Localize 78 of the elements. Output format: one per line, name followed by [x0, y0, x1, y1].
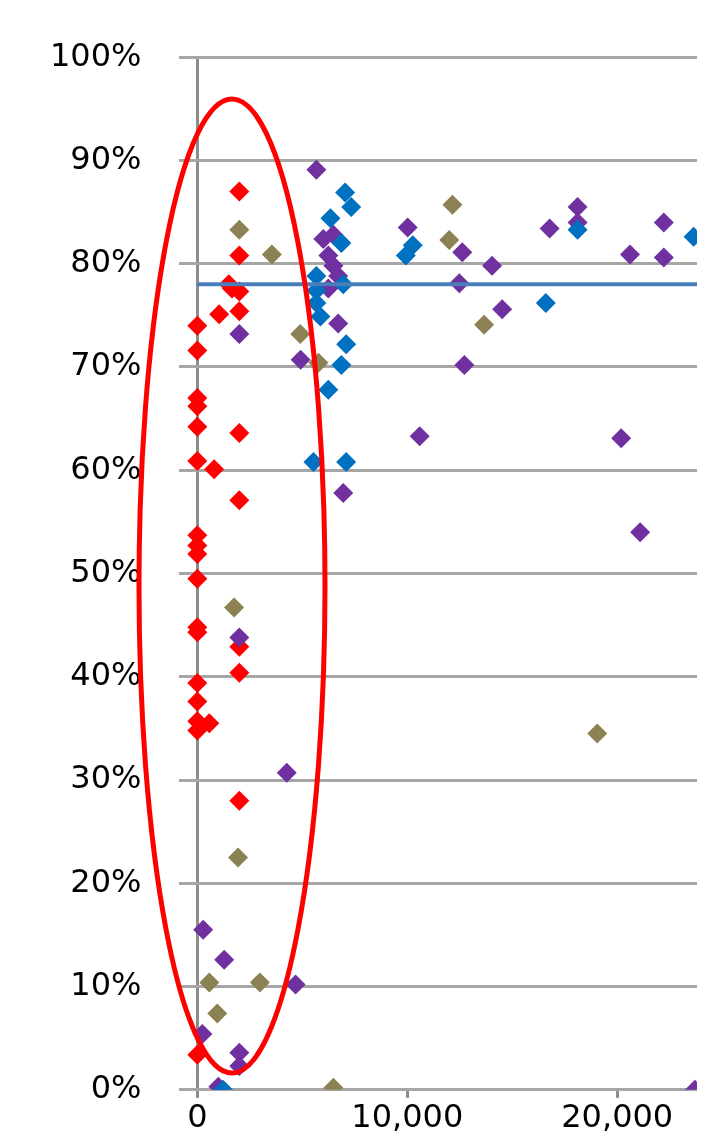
point [199, 713, 220, 734]
point [229, 219, 250, 240]
point [187, 691, 208, 712]
point [439, 229, 460, 250]
point [276, 762, 297, 783]
point [187, 568, 208, 589]
x-tick-label: 10,000 [351, 1097, 464, 1136]
point [336, 451, 357, 472]
point [452, 242, 473, 263]
point [193, 919, 214, 940]
point [229, 181, 250, 202]
point [535, 292, 556, 313]
y-tick-label: 90% [70, 138, 142, 177]
point [442, 194, 463, 215]
point [229, 490, 250, 511]
point [310, 306, 331, 327]
point [611, 428, 632, 449]
y-tick-label: 70% [70, 345, 142, 384]
point [187, 450, 208, 471]
y-tick-label: 50% [70, 551, 142, 590]
point [229, 301, 250, 322]
point [333, 482, 354, 503]
point [199, 972, 220, 993]
point [187, 1044, 208, 1065]
x-tick-label: 0 [187, 1097, 208, 1136]
point [249, 972, 270, 993]
point [331, 354, 352, 375]
point [653, 212, 674, 233]
point [474, 314, 495, 335]
point [492, 299, 513, 320]
point [567, 196, 588, 217]
point [290, 323, 311, 344]
point [630, 522, 651, 543]
point [229, 245, 250, 266]
point [229, 790, 250, 811]
point [587, 723, 608, 744]
point [620, 244, 641, 265]
y-tick-label: 0% [90, 1068, 142, 1107]
point [229, 627, 250, 648]
point [397, 217, 418, 238]
point [224, 597, 245, 618]
y-tick-label: 80% [70, 242, 142, 281]
point [229, 423, 250, 444]
point [214, 949, 235, 970]
point [341, 196, 362, 217]
point [409, 426, 430, 447]
point [187, 416, 208, 437]
point [229, 323, 250, 344]
point [328, 313, 349, 334]
point [290, 349, 311, 370]
point [204, 459, 225, 480]
point [482, 255, 503, 276]
y-tick-label: 30% [70, 758, 142, 797]
point [539, 218, 560, 239]
point [395, 245, 416, 266]
y-tick-label: 20% [70, 861, 142, 900]
y-tick-label: 10% [70, 964, 142, 1003]
point [187, 340, 208, 361]
point [209, 304, 230, 325]
point [285, 974, 306, 995]
y-tick-label: 100% [50, 35, 142, 74]
point [567, 219, 588, 240]
point [320, 208, 341, 229]
point [306, 159, 327, 180]
point [229, 662, 250, 683]
point [187, 672, 208, 693]
point [335, 182, 356, 203]
point [336, 334, 357, 355]
point [318, 379, 339, 400]
point [653, 247, 674, 268]
y-tick-label: 60% [70, 448, 142, 487]
point [228, 847, 249, 868]
point [454, 354, 475, 375]
point [207, 1003, 228, 1024]
point [187, 315, 208, 336]
point [331, 233, 352, 254]
point [261, 244, 282, 265]
x-tick-label: 20,000 [561, 1097, 674, 1136]
